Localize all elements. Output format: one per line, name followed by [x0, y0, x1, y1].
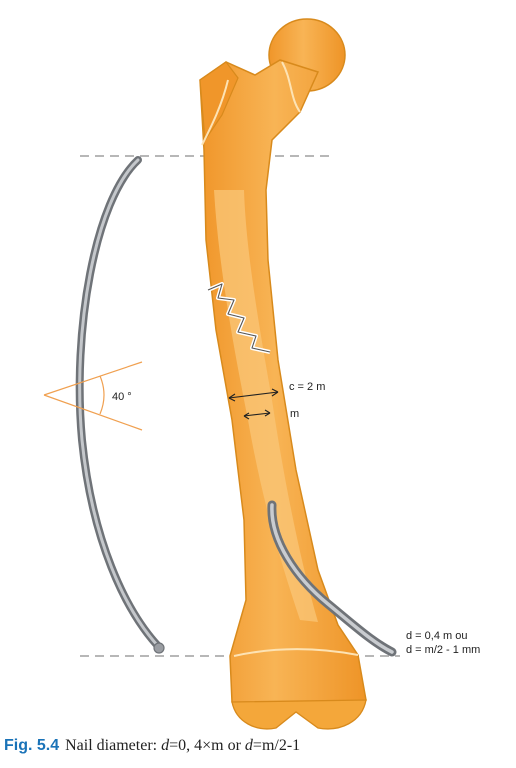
- caption-prefix: Nail diameter:: [65, 737, 162, 754]
- femur-bone: [199, 18, 367, 730]
- caption-expr2: =m/2-1: [252, 737, 301, 754]
- cortex-measurement: [228, 388, 279, 420]
- caption-var1: d: [161, 737, 170, 754]
- caption-var2: d: [244, 737, 253, 754]
- figure-number: Fig. 5.4: [4, 737, 60, 754]
- figure-caption: Fig. 5.4 Nail diameter: d=0, 4×m or d=m/2…: [4, 737, 514, 755]
- cortex-label: c = 2 m: [289, 381, 325, 393]
- curved-nail: [75, 156, 162, 650]
- angle-indicator: [43, 361, 143, 431]
- diameter-label-line1: d = 0,4 m ou: [406, 630, 467, 642]
- angle-label: 40 °: [112, 391, 132, 403]
- caption-expr1: =0, 4×m or: [169, 737, 245, 754]
- nail-tip: [153, 642, 165, 654]
- canal-label: m: [290, 408, 299, 420]
- diameter-label-line2: d = m/2 - 1 mm: [406, 644, 480, 656]
